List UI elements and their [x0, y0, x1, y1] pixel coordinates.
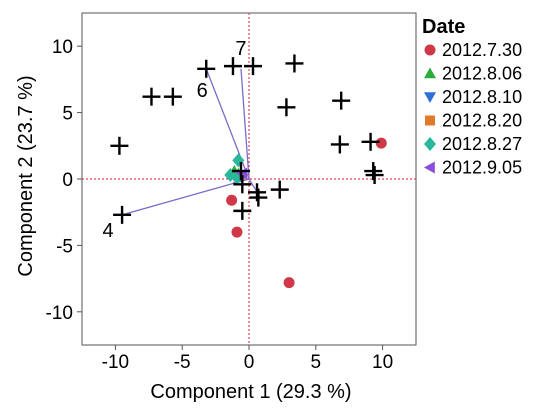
axes-group: -10 -5 0 5 10 -10 -5 0 5 10: [46, 37, 394, 373]
legend-label-3: 2012.8.20: [442, 111, 522, 131]
x-tick-label-0: 0: [244, 352, 255, 373]
variable-point-2: [244, 57, 263, 76]
legend: Date 2012.7.30 2012.8.06 2012.8.10 2012.8.2…: [422, 16, 522, 178]
legend-label-2: 2012.8.10: [442, 87, 522, 107]
vector-label-4: 4: [103, 220, 114, 242]
legend-marker-1: [424, 67, 436, 79]
variable-point-5: [163, 87, 182, 106]
variable-point-9: [330, 135, 349, 154]
vector-label-6: 6: [197, 80, 208, 102]
x-tick-label--5: -5: [174, 352, 191, 373]
x-tick-label--10: -10: [102, 352, 129, 373]
variable-point-17: [270, 180, 289, 199]
loading-vector-2: [240, 68, 250, 180]
variable-point-3: [285, 54, 304, 73]
y-tick-label-5: 5: [62, 104, 73, 125]
variable-point-0: [197, 59, 216, 78]
legend-marker-2: [424, 92, 436, 103]
variable-point-1: [223, 57, 242, 76]
y-tick-label--5: -5: [56, 236, 73, 257]
y-tick-label--10: -10: [46, 303, 73, 324]
data-points-group: [110, 54, 387, 289]
legend-marker-4: [424, 137, 436, 151]
y-axis-label: Component 2 (23.7 %): [15, 75, 37, 276]
variable-point-18: [113, 205, 132, 224]
y-tick-label-10: 10: [52, 37, 73, 58]
legend-marker-5: [424, 161, 435, 174]
variable-point-10: [361, 132, 380, 151]
legend-marker-3: [425, 115, 435, 126]
x-tick-label-5: 5: [311, 352, 322, 373]
sample-point-2012-7-30-2: [283, 277, 295, 289]
loading-vector-0: [121, 178, 250, 216]
variable-point-12: [365, 166, 384, 185]
y-tick-label-0: 0: [62, 170, 73, 191]
sample-point-2012-7-30-0: [226, 194, 238, 206]
variable-point-8: [110, 136, 129, 155]
x-tick-label-10: 10: [372, 352, 393, 373]
variable-point-14: [233, 175, 252, 194]
sample-point-2012-7-30-3: [375, 137, 387, 149]
legend-label-4: 2012.8.27: [442, 134, 522, 154]
legend-label-1: 2012.8.06: [442, 64, 522, 84]
variable-point-16: [249, 188, 268, 207]
vector-label-7: 7: [235, 38, 246, 60]
x-axis-label: Component 1 (29.3 %): [150, 381, 351, 403]
variable-point-4: [142, 87, 161, 106]
sample-point-2012-7-30-1: [231, 226, 243, 238]
variable-point-7: [332, 91, 351, 110]
legend-title: Date: [422, 16, 465, 38]
legend-label-5: 2012.9.05: [442, 158, 522, 178]
legend-label-0: 2012.7.30: [442, 40, 522, 60]
variable-point-11: [364, 162, 383, 181]
variable-point-13: [231, 162, 250, 181]
variable-point-6: [277, 98, 296, 117]
reference-lines-group: [82, 13, 416, 345]
legend-marker-0: [424, 44, 436, 56]
variable-point-19: [233, 201, 252, 220]
